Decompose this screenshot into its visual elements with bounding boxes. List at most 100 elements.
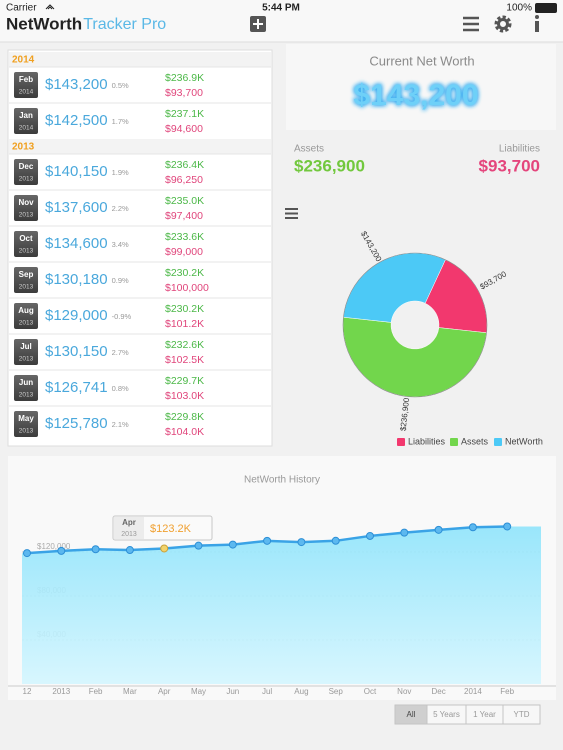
row-assets: $230.2K (165, 267, 204, 279)
tooltip-year: 2013 (121, 531, 137, 538)
row-assets: $232.6K (165, 339, 204, 351)
row-assets: $230.2K (165, 303, 204, 315)
row-change: 0.5% (112, 81, 129, 90)
x-tick-label: Oct (364, 687, 377, 696)
row-assets: $229.8K (165, 411, 204, 423)
pie-rim (342, 252, 488, 398)
carrier: Carrier (6, 3, 37, 14)
legend-swatch (397, 438, 405, 446)
assets-label: Assets (294, 144, 324, 155)
history-row[interactable]: Sep 2013 $130,180 0.9% $230.2K $100,000 (9, 261, 271, 294)
row-liabilities: $96,250 (165, 174, 203, 186)
liabilities-total: $93,700 (479, 156, 540, 175)
data-point (331, 536, 340, 545)
data-point (194, 541, 203, 550)
x-tick-label: Dec (431, 687, 445, 696)
x-tick-label: 2014 (464, 687, 482, 696)
data-point (366, 531, 374, 540)
badge-year: 2013 (19, 392, 34, 399)
x-tick-label: May (191, 687, 206, 696)
row-net-worth: $126,741 (45, 379, 108, 396)
legend-swatch (494, 438, 502, 446)
range-button-label: 5 Years (433, 710, 460, 719)
current-net-worth: $143,200 (353, 79, 478, 112)
data-point (468, 523, 477, 532)
add-button[interactable] (250, 16, 266, 32)
liabilities-label: Liabilities (499, 144, 540, 155)
x-tick-label: 2013 (52, 687, 70, 696)
x-tick-label: Sep (329, 687, 344, 696)
row-assets: $236.4K (165, 159, 204, 171)
range-button-bg (502, 704, 541, 725)
history-row[interactable]: May 2013 $125,780 2.1% $229.8K $104.0K (9, 405, 271, 438)
range-button[interactable]: YTD (502, 704, 541, 725)
history-list-panel (7, 49, 273, 447)
pie-menu-button[interactable] (285, 208, 298, 219)
row-net-worth: $142,500 (45, 112, 108, 129)
history-row[interactable]: Jul 2013 $130,150 2.7% $232.6K $102.5K (9, 333, 271, 366)
history-row[interactable]: Dec 2013 $140,150 1.9% $236.4K $96,250 (9, 153, 271, 186)
badge-year: 2013 (19, 356, 34, 363)
summary-title: Current Net Worth (369, 53, 474, 68)
row-net-worth: $140,150 (45, 163, 108, 180)
data-point (91, 545, 100, 554)
data-point (160, 544, 169, 553)
pie-slice (343, 252, 446, 323)
badge-month: Jun (19, 378, 33, 387)
row-change: 0.8% (112, 384, 129, 393)
badge-year: 2013 (19, 248, 34, 255)
badge-year: 2014 (19, 125, 34, 132)
row-change: 2.1% (112, 420, 129, 429)
history-row[interactable]: Jan 2014 $142,500 1.7% $237.1K $94,600 (9, 102, 271, 135)
date-badge (14, 159, 38, 185)
range-button[interactable]: 1 Year (465, 704, 504, 725)
row-net-worth: $134,600 (45, 235, 108, 252)
row-change: 0.9% (112, 276, 129, 285)
date-badge (14, 72, 38, 98)
row-liabilities: $94,600 (165, 123, 203, 135)
slice-label: $93,700 (478, 269, 508, 291)
x-tick-label: Aug (294, 687, 308, 696)
menu-button[interactable] (463, 16, 479, 32)
settings-button[interactable] (494, 15, 512, 33)
app-subtitle: Tracker Pro (83, 16, 166, 33)
date-badge (14, 267, 38, 293)
tooltip-date-box (114, 517, 144, 539)
badge-month: Oct (19, 234, 33, 243)
legend-label: Assets (461, 436, 489, 446)
badge-month: Jan (19, 111, 33, 120)
badge-year: 2013 (19, 428, 34, 435)
history-row[interactable]: Oct 2013 $134,600 3.4% $233.6K $99,000 (9, 225, 271, 258)
row-net-worth: $143,200 (45, 76, 108, 93)
slice-label: $236,900 (399, 397, 412, 432)
top-bar (0, 0, 563, 42)
range-button[interactable]: 5 Years (426, 704, 467, 725)
data-point (503, 522, 512, 531)
row-assets: $235.0K (165, 195, 204, 207)
summary-panel (286, 44, 556, 130)
tooltip-value: $123.2K (150, 523, 192, 535)
legend-label: Liabilities (408, 436, 446, 446)
row-net-worth: $130,150 (45, 343, 108, 360)
row-liabilities: $93,700 (165, 87, 203, 99)
badge-year: 2013 (19, 320, 34, 327)
x-tick-label: Nov (397, 687, 411, 696)
info-button[interactable] (535, 15, 539, 32)
data-point (434, 525, 443, 534)
history-row[interactable]: Aug 2013 $129,000 -0.9% $230.2K $101.2K (9, 297, 271, 330)
year-header (9, 139, 271, 154)
row-liabilities: $99,000 (165, 246, 203, 258)
area-fill (22, 526, 541, 684)
x-tick-label: Feb (500, 687, 514, 696)
history-row[interactable]: Jun 2013 $126,741 0.8% $229.7K $103.0K (9, 369, 271, 402)
badge-month: Nov (18, 198, 34, 207)
data-point (297, 538, 306, 547)
range-button[interactable]: All (394, 704, 428, 725)
chart-title: NetWorth History (244, 475, 320, 486)
history-row[interactable]: Feb 2014 $143,200 0.5% $236.9K $93,700 (9, 66, 271, 99)
history-row[interactable]: Nov 2013 $137,600 2.2% $235.0K $97,400 (9, 189, 271, 222)
battery-icon (535, 3, 557, 13)
x-tick-label: Jun (226, 687, 239, 696)
data-point (125, 546, 134, 555)
